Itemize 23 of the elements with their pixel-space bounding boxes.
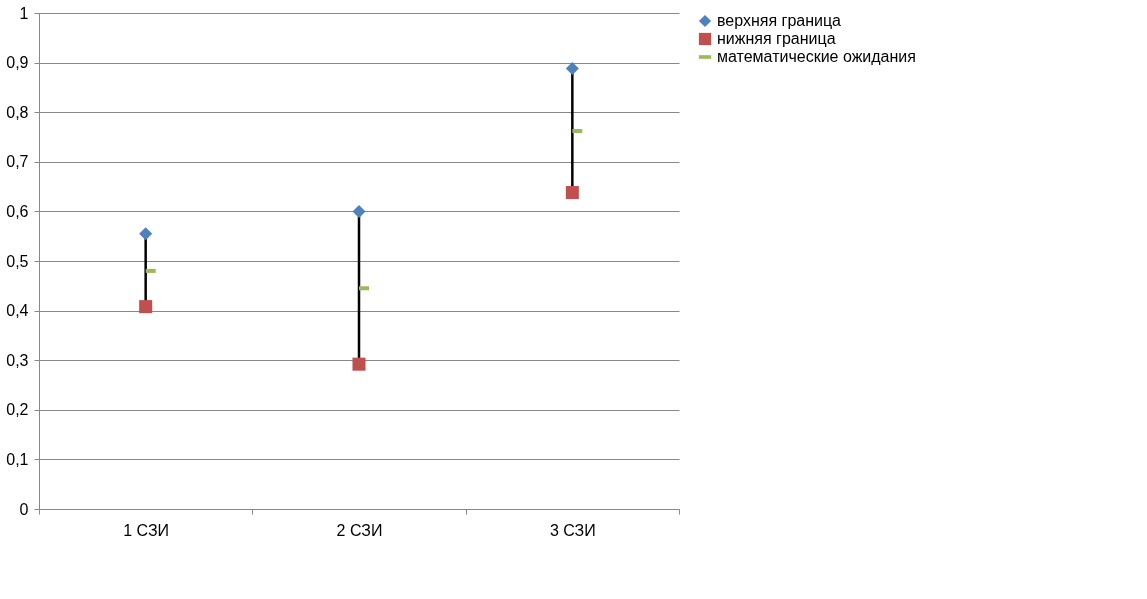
y-tick-label: 0,6 — [6, 202, 29, 220]
y-tick-label: 0,8 — [6, 103, 29, 121]
legend-label: нижняя граница — [717, 30, 836, 47]
point — [352, 204, 366, 218]
y-tick-label: 0,5 — [6, 252, 29, 270]
legend-label: верхняя граница — [717, 12, 842, 29]
point — [565, 186, 579, 200]
point — [565, 62, 579, 76]
x-tick-label: 2 СЗИ — [336, 521, 383, 539]
y-tick-label: 0 — [19, 500, 29, 518]
point — [139, 227, 153, 241]
y-tick-label: 0,3 — [6, 351, 29, 369]
x-tick-label: 3 СЗИ — [549, 521, 596, 539]
x-tick-label: 1 СЗИ — [123, 521, 170, 539]
y-tick-label: 1 — [19, 4, 29, 22]
y-tick-label: 0,4 — [6, 302, 29, 320]
y-tick-label: 0,1 — [6, 450, 29, 468]
y-tick-label: 0,9 — [6, 54, 29, 72]
y-tick-label: 0,2 — [6, 401, 29, 419]
point — [352, 357, 366, 371]
point — [139, 300, 153, 314]
legend-label: математические ожидания — [717, 48, 916, 65]
y-tick-label: 0,7 — [6, 153, 29, 171]
